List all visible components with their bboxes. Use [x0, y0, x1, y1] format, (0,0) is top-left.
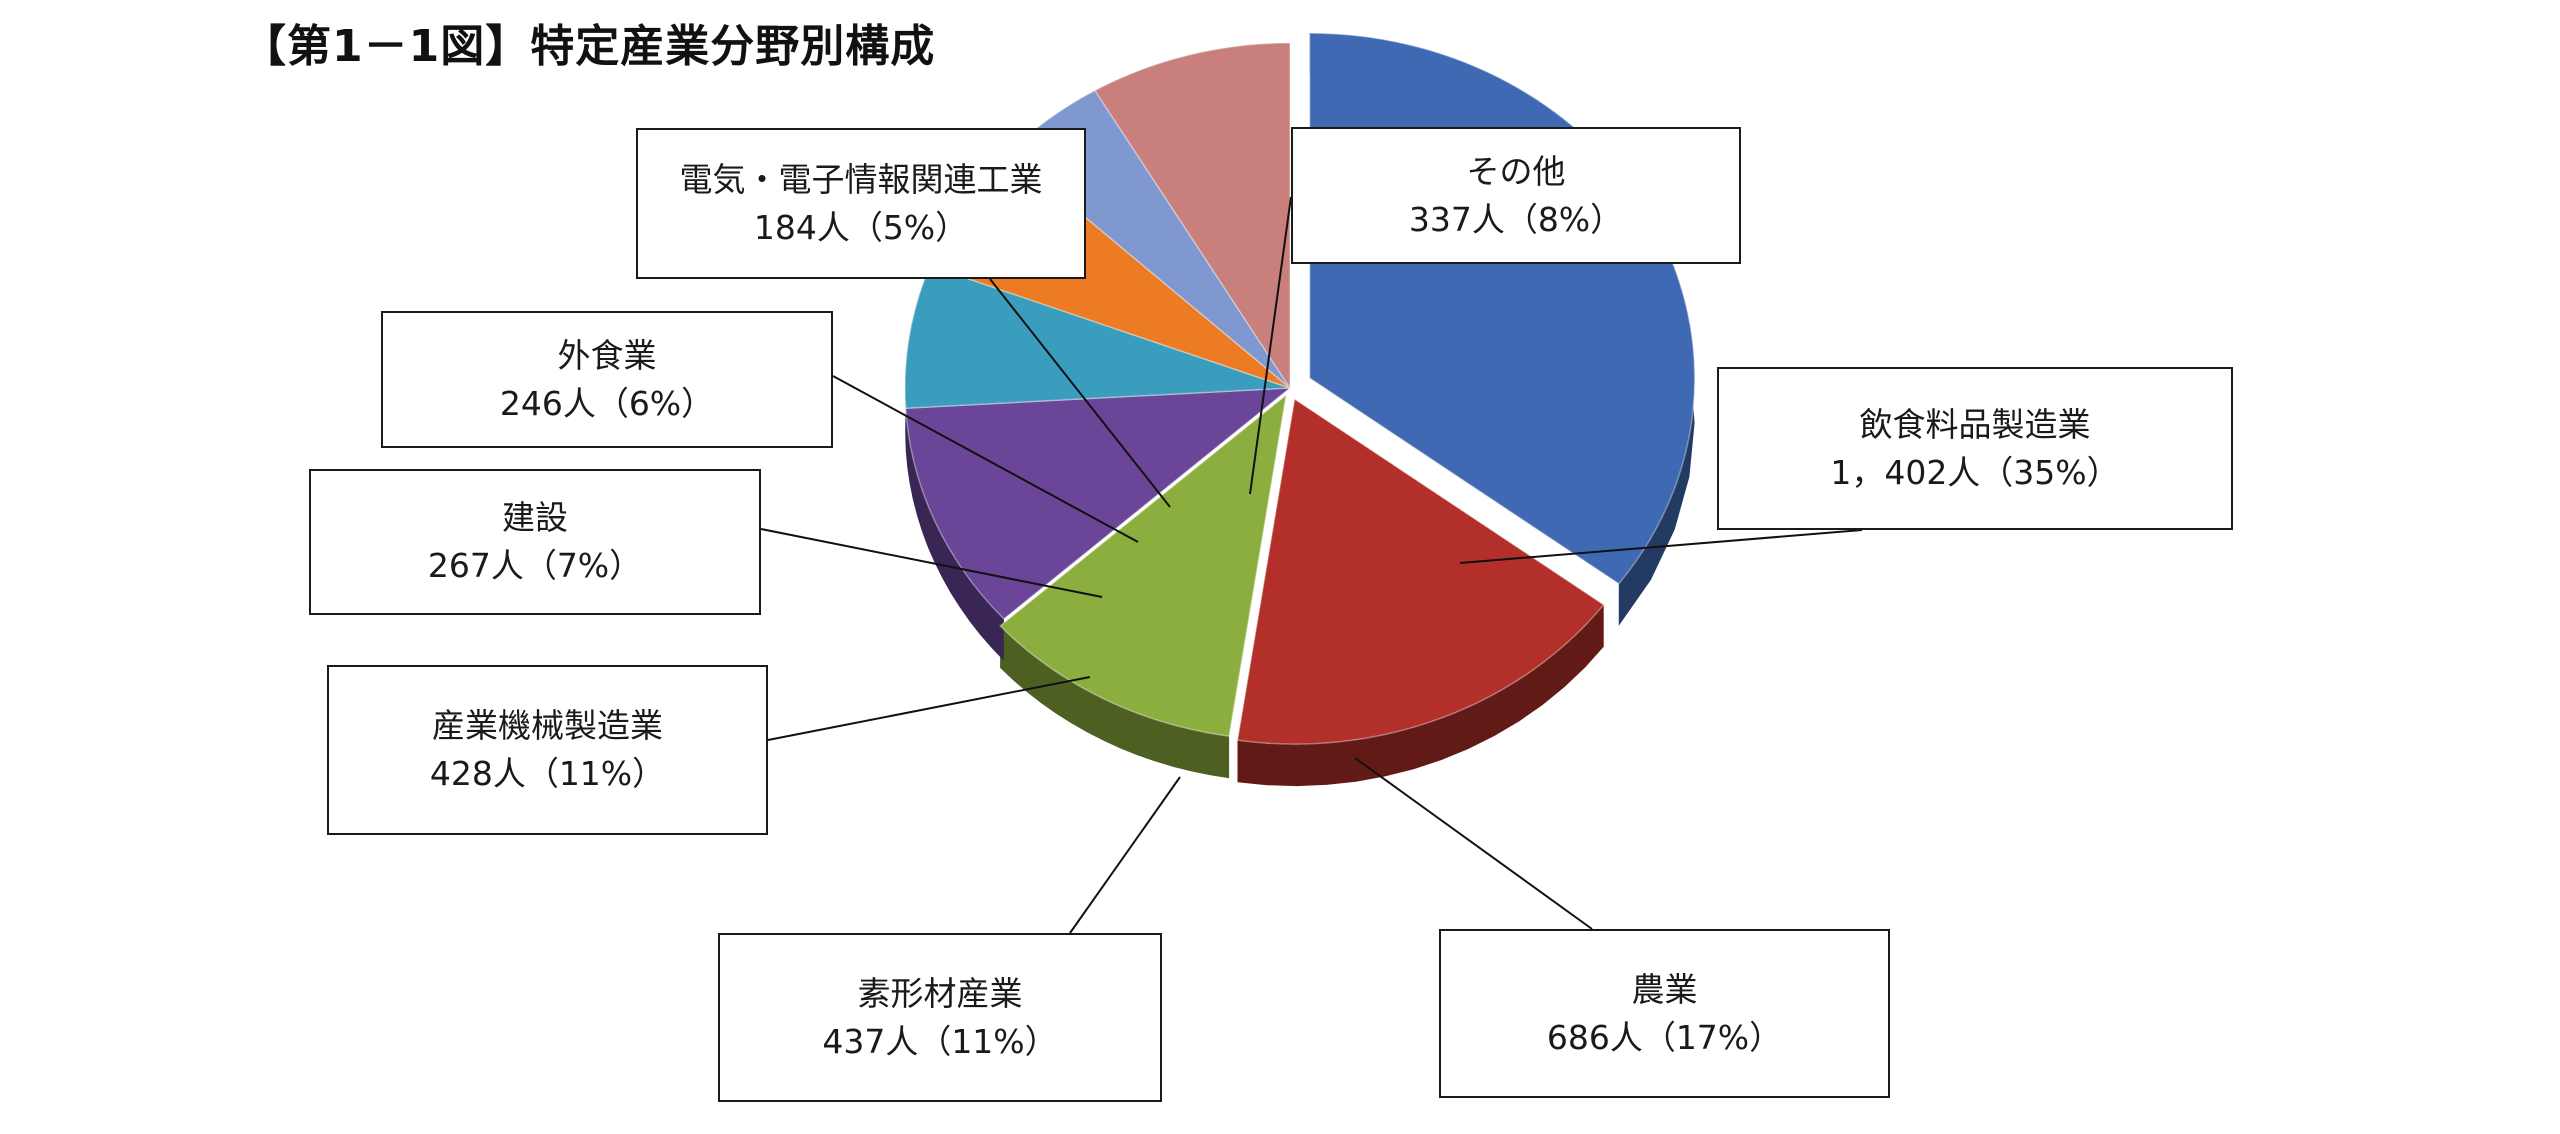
callout-other: その他 337人（8%）	[1291, 127, 1741, 264]
pie-slice-other	[1093, 42, 1291, 391]
callout-agri: 農業 686人（17%）	[1439, 929, 1890, 1098]
callout-food: 飲食料品製造業 1，402人（35%）	[1717, 367, 2233, 530]
pie-side-agri	[1237, 604, 1604, 787]
leader-lines	[760, 196, 1863, 934]
pie-slice-agri	[1236, 397, 1605, 745]
leader-line-electric	[989, 278, 1171, 508]
pie-slice-machinery	[904, 387, 1293, 620]
slice-name-label: 素形材産業	[857, 973, 1023, 1013]
leader-line-material	[1069, 776, 1181, 934]
slice-value-label: 437人（11%）	[822, 1021, 1058, 1061]
pie-slice-material	[998, 393, 1288, 738]
leader-line-restaurant	[832, 375, 1139, 543]
callout-construction: 建設 267人（7%）	[309, 469, 761, 615]
slice-value-label: 267人（7%）	[427, 546, 643, 585]
slice-value-label: 184人（5%）	[753, 207, 969, 247]
slice-name-label: 農業	[1631, 969, 1698, 1009]
leader-line-machinery	[767, 676, 1091, 741]
slice-name-label: 電気・電子情報関連工業	[679, 159, 1043, 199]
pie-side-machinery	[905, 408, 1004, 661]
callout-machinery: 産業機械製造業 428人（11%）	[327, 665, 768, 835]
callout-electric: 電気・電子情報関連工業 184人（5%）	[636, 128, 1086, 279]
leader-line-agri	[1354, 757, 1593, 930]
slice-name-label: 外食業	[557, 335, 657, 375]
slice-value-label: 246人（6%）	[499, 383, 715, 423]
pie-side-material	[1000, 625, 1230, 779]
slice-value-label: 428人（11%）	[429, 754, 666, 793]
slice-value-label: 1，402人（35%）	[1830, 452, 2120, 492]
slice-name-label: 産業機械製造業	[432, 706, 663, 745]
slice-value-label: 686人（17%）	[1546, 1017, 1783, 1057]
leader-line-construction	[760, 528, 1103, 598]
slice-name-label: 建設	[502, 498, 568, 537]
slice-name-label: 飲食料品製造業	[1859, 404, 2091, 444]
callout-restaurant: 外食業 246人（6%）	[381, 311, 833, 448]
leader-line-other	[1249, 196, 1292, 495]
slice-value-label: 337人（8%）	[1408, 199, 1624, 239]
slice-name-label: その他	[1466, 151, 1566, 191]
leader-line-food	[1459, 529, 1863, 564]
callout-material: 素形材産業 437人（11%）	[718, 933, 1162, 1102]
chart-title: 【第1－1図】特定産業分野別構成	[242, 21, 936, 72]
